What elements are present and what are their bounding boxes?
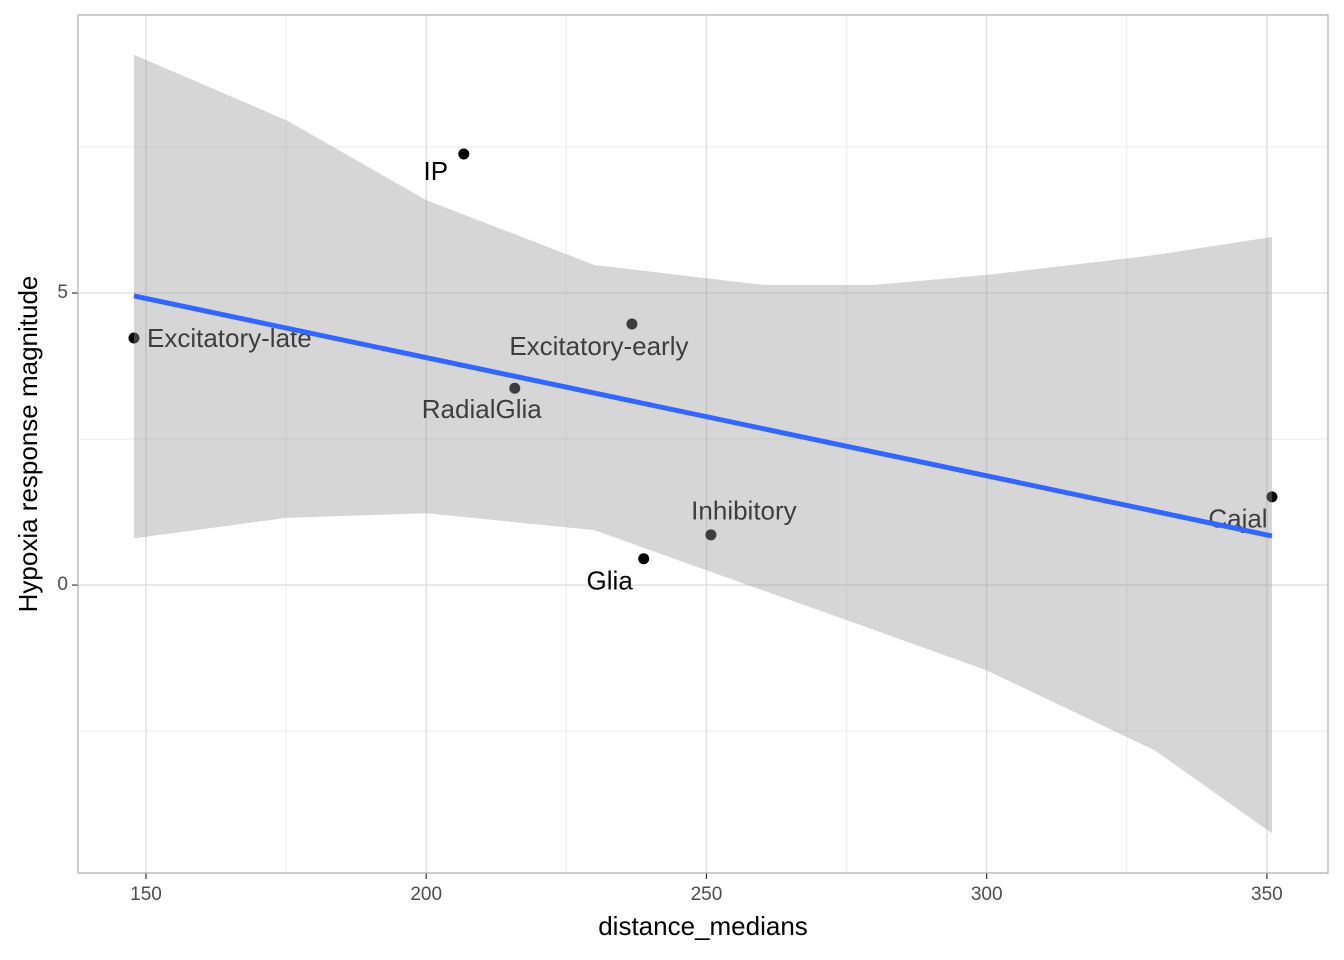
point-label: Inhibitory [691, 496, 797, 526]
x-tick-label: 300 [971, 884, 1003, 905]
point [128, 332, 140, 344]
x-tick-label: 350 [1251, 884, 1283, 905]
point-label: IP [423, 156, 448, 186]
point [509, 382, 521, 394]
y-tick-label: 5 [57, 282, 68, 303]
point [705, 529, 717, 541]
x-tick-label: 200 [410, 884, 442, 905]
point [458, 148, 470, 160]
panel-border [77, 14, 1329, 874]
point [1266, 491, 1278, 503]
point-label: RadialGlia [422, 394, 542, 424]
x-tick-label: 150 [130, 884, 162, 905]
point-label: Glia [587, 566, 634, 596]
point [626, 318, 638, 330]
y-tick-label: 0 [57, 574, 68, 595]
fit-line [133, 293, 1273, 539]
point-label: Excitatory-early [509, 331, 688, 361]
y-axis-title: Hypoxia response magnitude [13, 276, 43, 613]
x-tick-label: 250 [691, 884, 723, 905]
point [638, 553, 650, 565]
x-axis-title: distance_medians [598, 911, 808, 941]
confidence-band [133, 54, 1272, 834]
